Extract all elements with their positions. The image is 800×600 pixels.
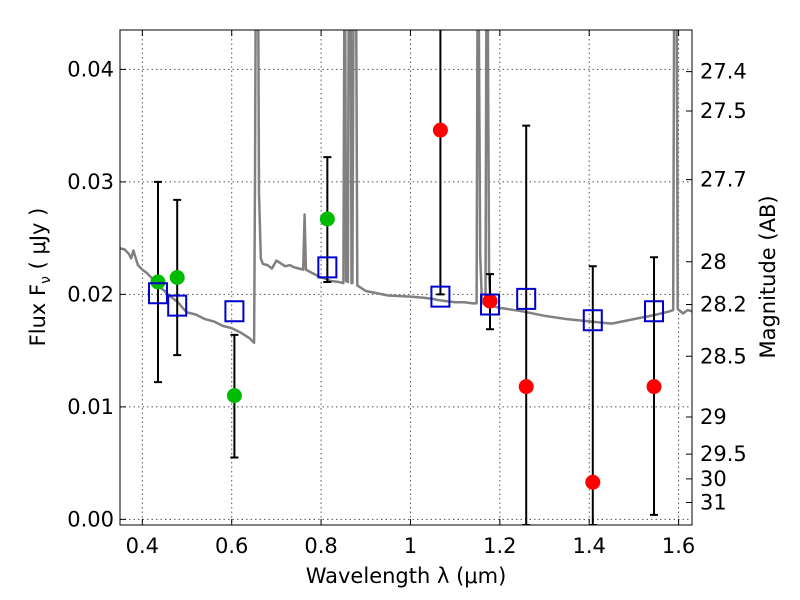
x-axis-label: Wavelength λ (μm) [306,564,507,588]
x-tick-label: 1.2 [483,534,516,558]
detection-point [319,211,335,227]
y-axis-label-subscript: ν [38,276,54,284]
model-photometry-square [147,282,168,305]
model-spectrum-line [120,30,692,345]
x-tick-label: 0.8 [304,534,337,558]
model-photometry-square [224,300,245,323]
non-detection-point [432,122,448,138]
y-axis-label-unit: ( μJy ) [26,208,50,270]
magnitude-axis-label: Magnitude (AB) [756,195,780,358]
svg-text:Flux Fν ( μJy ): Flux Fν ( μJy ) [26,208,54,347]
model-photometry-square [644,300,665,323]
non-detection-point [482,293,498,309]
model-photometry-square [430,285,451,308]
y-tick-label: 0.01 [67,395,114,419]
y-tick-label: 0.02 [67,282,114,306]
non-detection-point [585,474,601,490]
model-photometry-square [167,294,188,317]
axis-ticks: 0.4 0.6 0.8 1 1.2 1.4 1.6 0.00 0.01 0.02 0.03 0.04 2… [67,30,747,558]
non-detection-point [518,379,534,395]
magnitude-tick-label: 27.7 [700,168,747,192]
errorbars-group [153,30,659,525]
x-tick-label: 1.4 [573,534,606,558]
y-axis-label: Flux Fν ( μJy ) [26,208,54,347]
x-tick-label: 1.6 [662,534,695,558]
magnitude-tick-label: 27.4 [700,60,747,84]
grid-lines [120,30,692,525]
model-photometry-square [582,309,603,332]
model-photometry-square [480,293,501,316]
plot-frame [119,29,693,526]
x-tick-label: 0.4 [126,534,159,558]
magnitude-tick-label: 29.5 [700,442,747,466]
model-photometry-square [317,256,338,279]
y-axis-label-main: Flux F [26,284,50,346]
model-spectrum-group [120,30,692,345]
magnitude-tick-label: 28 [700,250,727,274]
markers-group [147,122,665,490]
magnitude-tick-label: 29 [700,405,727,429]
non-detection-point [646,379,662,395]
y-tick-label: 0.03 [67,170,114,194]
model-photometry-square [516,287,537,310]
detection-point [169,270,185,285]
y-tick-label: 0.00 [67,507,114,531]
detection-point [150,274,166,290]
magnitude-tick-label: 28.2 [700,293,747,317]
x-tick-label: 0.6 [215,534,248,558]
y-tick-label: 0.04 [67,57,114,81]
magnitude-tick-label: 27.5 [700,99,747,123]
x-tick-label: 1 [404,534,417,558]
magnitude-tick-label: 31 [700,491,727,515]
magnitude-tick-label: 28.5 [700,344,747,368]
detection-point [226,388,242,404]
magnitude-tick-label: 30 [700,467,727,491]
